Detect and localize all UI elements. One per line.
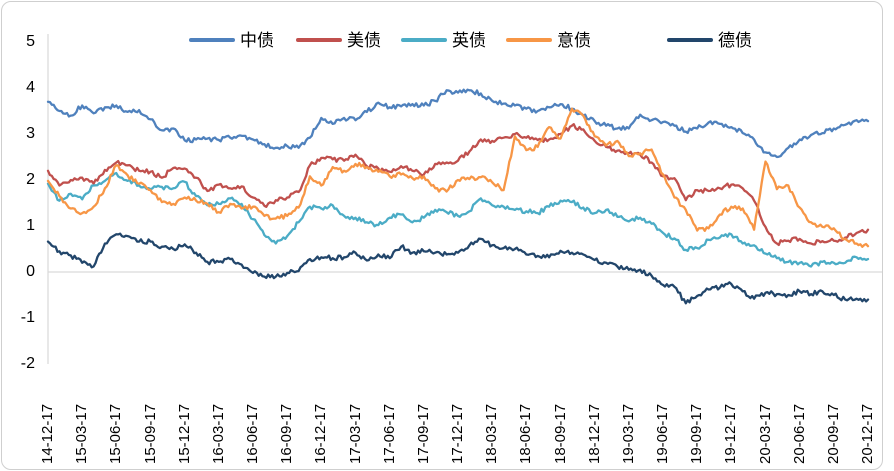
x-tick-label: 20-12-17 <box>859 403 876 464</box>
x-tick-label: 15-09-17 <box>141 403 159 464</box>
legend-line-swatch <box>401 38 447 42</box>
x-tick-label: 18-06-17 <box>517 403 535 464</box>
legend-line-swatch <box>189 38 235 42</box>
x-tick-label: 18-12-17 <box>585 403 603 464</box>
x-tick-label: 17-12-17 <box>449 403 466 464</box>
legend-item-意债: 意债 <box>506 28 591 52</box>
x-tick-label: 19-06-17 <box>654 403 671 464</box>
legend-item-德债: 德债 <box>667 28 752 52</box>
chart-plot-area <box>46 34 882 364</box>
x-tick-label: 19-12-17 <box>722 403 740 464</box>
legend-item-中债: 中债 <box>189 28 274 52</box>
x-tick-label: 16-06-17 <box>244 403 261 464</box>
series-line-中债 <box>46 88 870 159</box>
y-tick-label: -2 <box>20 355 35 372</box>
series-line-德债 <box>46 232 870 305</box>
x-tick-label: 20-09-17 <box>824 403 842 464</box>
x-tick-label: 18-03-17 <box>483 403 501 464</box>
y-tick-label: 3 <box>26 125 35 142</box>
y-tick-label: 0 <box>26 263 35 280</box>
y-tick-label: 2 <box>26 171 35 188</box>
x-tick-label: 17-06-17 <box>380 403 398 464</box>
x-tick-label: 20-06-17 <box>790 403 808 464</box>
legend-line-swatch <box>667 38 713 42</box>
x-tick-label: 17-09-17 <box>414 403 432 464</box>
x-tick-label: 19-09-17 <box>688 403 706 464</box>
x-tick-label: 19-03-17 <box>619 403 637 464</box>
y-tick-label: 1 <box>26 217 35 234</box>
x-tick-label: 15-03-17 <box>73 403 91 464</box>
x-tick-label: 16-12-17 <box>312 403 330 464</box>
x-tick-label: 15-12-17 <box>175 403 193 464</box>
y-tick-label: -1 <box>20 309 35 326</box>
legend-label: 中债 <box>240 30 274 50</box>
y-tick-label: 5 <box>26 33 35 50</box>
series-line-意债 <box>46 107 870 248</box>
x-tick-label: 20-03-17 <box>756 403 774 464</box>
legend-label: 意债 <box>557 30 591 50</box>
legend-line-swatch <box>296 38 342 42</box>
legend-label: 德债 <box>718 30 752 50</box>
legend-label: 英债 <box>452 30 486 50</box>
x-tick-label: 16-03-17 <box>209 403 227 464</box>
x-tick-label: 18-09-17 <box>551 403 569 464</box>
x-tick-label: 15-06-17 <box>107 403 125 464</box>
legend-item-英债: 英债 <box>401 28 486 52</box>
series-line-英债 <box>46 171 870 268</box>
x-tick-label: 16-09-17 <box>278 403 296 464</box>
legend-line-swatch <box>506 38 552 42</box>
y-tick-label: 4 <box>26 79 35 96</box>
legend-item-美债: 美债 <box>296 28 381 52</box>
x-tick-label: 17-03-17 <box>346 403 364 464</box>
series-line-美债 <box>46 123 870 247</box>
x-tick-label: 14-12-17 <box>39 403 56 464</box>
legend-label: 美债 <box>347 30 381 50</box>
